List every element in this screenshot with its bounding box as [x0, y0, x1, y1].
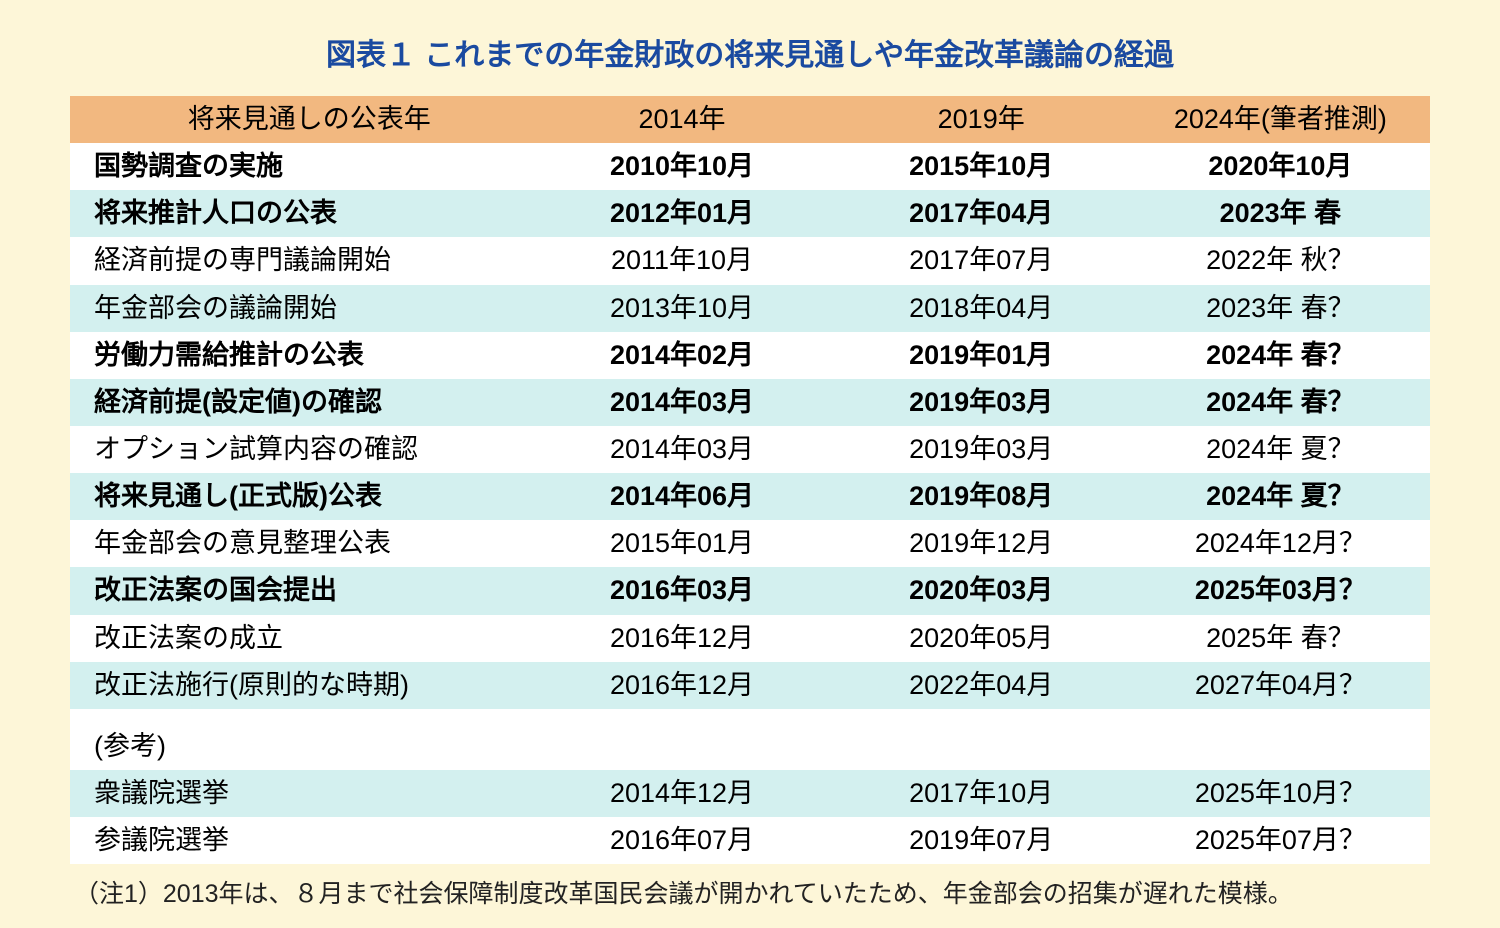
- row-value: 2025年03月？: [1131, 567, 1430, 614]
- row-value: 2027年04月？: [1131, 662, 1430, 709]
- row-value: 2016年07月: [532, 817, 831, 864]
- row-value: 2010年10月: [532, 143, 831, 190]
- table-row: オプション試算内容の確認2014年03月2019年03月2024年 夏？: [70, 426, 1430, 473]
- row-value: 2024年 夏？: [1131, 473, 1430, 520]
- table-header-row: 将来見通しの公表年2014年2019年2024年(筆者推測): [70, 96, 1430, 143]
- row-value: 2013年10月: [532, 285, 831, 332]
- row-value: 2017年10月: [832, 770, 1131, 817]
- row-value: 2012年01月: [532, 190, 831, 237]
- row-value: [532, 723, 831, 770]
- row-value: 2023年 春？: [1131, 285, 1430, 332]
- table-row: 改正法案の成立2016年12月2020年05月2025年 春？: [70, 615, 1430, 662]
- table-row: 労働力需給推計の公表2014年02月2019年01月2024年 春？: [70, 332, 1430, 379]
- row-value: 2019年08月: [832, 473, 1131, 520]
- row-label: 将来見通しの公表年: [70, 96, 532, 143]
- row-value: 2017年07月: [832, 237, 1131, 284]
- row-label: 労働力需給推計の公表: [70, 332, 532, 379]
- row-value: 2015年10月: [832, 143, 1131, 190]
- row-label: 国勢調査の実施: [70, 143, 532, 190]
- row-value: 2023年 春: [1131, 190, 1430, 237]
- row-value: 2024年 春？: [1131, 332, 1430, 379]
- row-value: 2016年12月: [532, 662, 831, 709]
- figure-title: 図表１ これまでの年金財政の将来見通しや年金改革議論の経過: [70, 30, 1430, 74]
- row-value: 2020年05月: [832, 615, 1131, 662]
- row-value: 2019年01月: [832, 332, 1131, 379]
- row-value: 2014年: [532, 96, 831, 143]
- row-value: 2014年12月: [532, 770, 831, 817]
- row-value: 2025年10月？: [1131, 770, 1430, 817]
- row-value: 2015年01月: [532, 520, 831, 567]
- row-value: 2014年03月: [532, 426, 831, 473]
- row-value: 2024年 夏？: [1131, 426, 1430, 473]
- row-value: 2016年12月: [532, 615, 831, 662]
- row-value: 2019年03月: [832, 379, 1131, 426]
- table-row: 経済前提(設定値)の確認2014年03月2019年03月2024年 春？: [70, 379, 1430, 426]
- row-value: 2014年03月: [532, 379, 831, 426]
- row-value: 2014年06月: [532, 473, 831, 520]
- row-value: 2024年 春？: [1131, 379, 1430, 426]
- table-row: (参考): [70, 723, 1430, 770]
- row-value: 2024年12月？: [1131, 520, 1430, 567]
- row-label: 年金部会の議論開始: [70, 285, 532, 332]
- footnote: （注1）2013年は、８月まで社会保障制度改革国民会議が開かれていたため、年金部…: [70, 874, 1430, 910]
- row-value: 2022年 秋？: [1131, 237, 1430, 284]
- row-value: 2024年(筆者推測): [1131, 96, 1430, 143]
- table-row: 将来見通し(正式版)公表2014年06月2019年08月2024年 夏？: [70, 473, 1430, 520]
- row-value: 2017年04月: [832, 190, 1131, 237]
- row-label: 衆議院選挙: [70, 770, 532, 817]
- row-label: 参議院選挙: [70, 817, 532, 864]
- row-label: 経済前提の専門議論開始: [70, 237, 532, 284]
- row-value: 2018年04月: [832, 285, 1131, 332]
- figure-frame: 図表１ これまでの年金財政の将来見通しや年金改革議論の経過 将来見通しの公表年2…: [0, 0, 1500, 928]
- row-value: 2019年03月: [832, 426, 1131, 473]
- table-row: 経済前提の専門議論開始2011年10月2017年07月2022年 秋？: [70, 237, 1430, 284]
- table-row: 年金部会の意見整理公表2015年01月2019年12月2024年12月？: [70, 520, 1430, 567]
- row-label: オプション試算内容の確認: [70, 426, 532, 473]
- table-row: 参議院選挙2016年07月2019年07月2025年07月？: [70, 817, 1430, 864]
- row-label: (参考): [70, 723, 532, 770]
- table-row: 衆議院選挙2014年12月2017年10月2025年10月？: [70, 770, 1430, 817]
- row-value: [1131, 723, 1430, 770]
- row-label: 年金部会の意見整理公表: [70, 520, 532, 567]
- table-row: 年金部会の議論開始2013年10月2018年04月2023年 春？: [70, 285, 1430, 332]
- row-value: 2022年04月: [832, 662, 1131, 709]
- row-label: 改正法案の成立: [70, 615, 532, 662]
- row-value: 2019年12月: [832, 520, 1131, 567]
- row-value: 2011年10月: [532, 237, 831, 284]
- row-value: 2025年07月？: [1131, 817, 1430, 864]
- table-row: 改正法施行(原則的な時期)2016年12月2022年04月2027年04月？: [70, 662, 1430, 709]
- row-label: 将来見通し(正式版)公表: [70, 473, 532, 520]
- row-value: 2019年: [832, 96, 1131, 143]
- row-label: 改正法案の国会提出: [70, 567, 532, 614]
- row-label: 将来推計人口の公表: [70, 190, 532, 237]
- row-label: 改正法施行(原則的な時期): [70, 662, 532, 709]
- row-label: 経済前提(設定値)の確認: [70, 379, 532, 426]
- row-value: 2019年07月: [832, 817, 1131, 864]
- spacer-row: [70, 709, 1430, 723]
- table-row: 国勢調査の実施2010年10月2015年10月2020年10月: [70, 143, 1430, 190]
- table-row: 改正法案の国会提出2016年03月2020年03月2025年03月？: [70, 567, 1430, 614]
- row-value: 2014年02月: [532, 332, 831, 379]
- table-row: 将来推計人口の公表2012年01月2017年04月2023年 春: [70, 190, 1430, 237]
- row-value: 2020年10月: [1131, 143, 1430, 190]
- row-value: 2016年03月: [532, 567, 831, 614]
- row-value: 2020年03月: [832, 567, 1131, 614]
- row-value: [832, 723, 1131, 770]
- timeline-table: 将来見通しの公表年2014年2019年2024年(筆者推測)国勢調査の実施201…: [70, 96, 1430, 864]
- row-value: 2025年 春？: [1131, 615, 1430, 662]
